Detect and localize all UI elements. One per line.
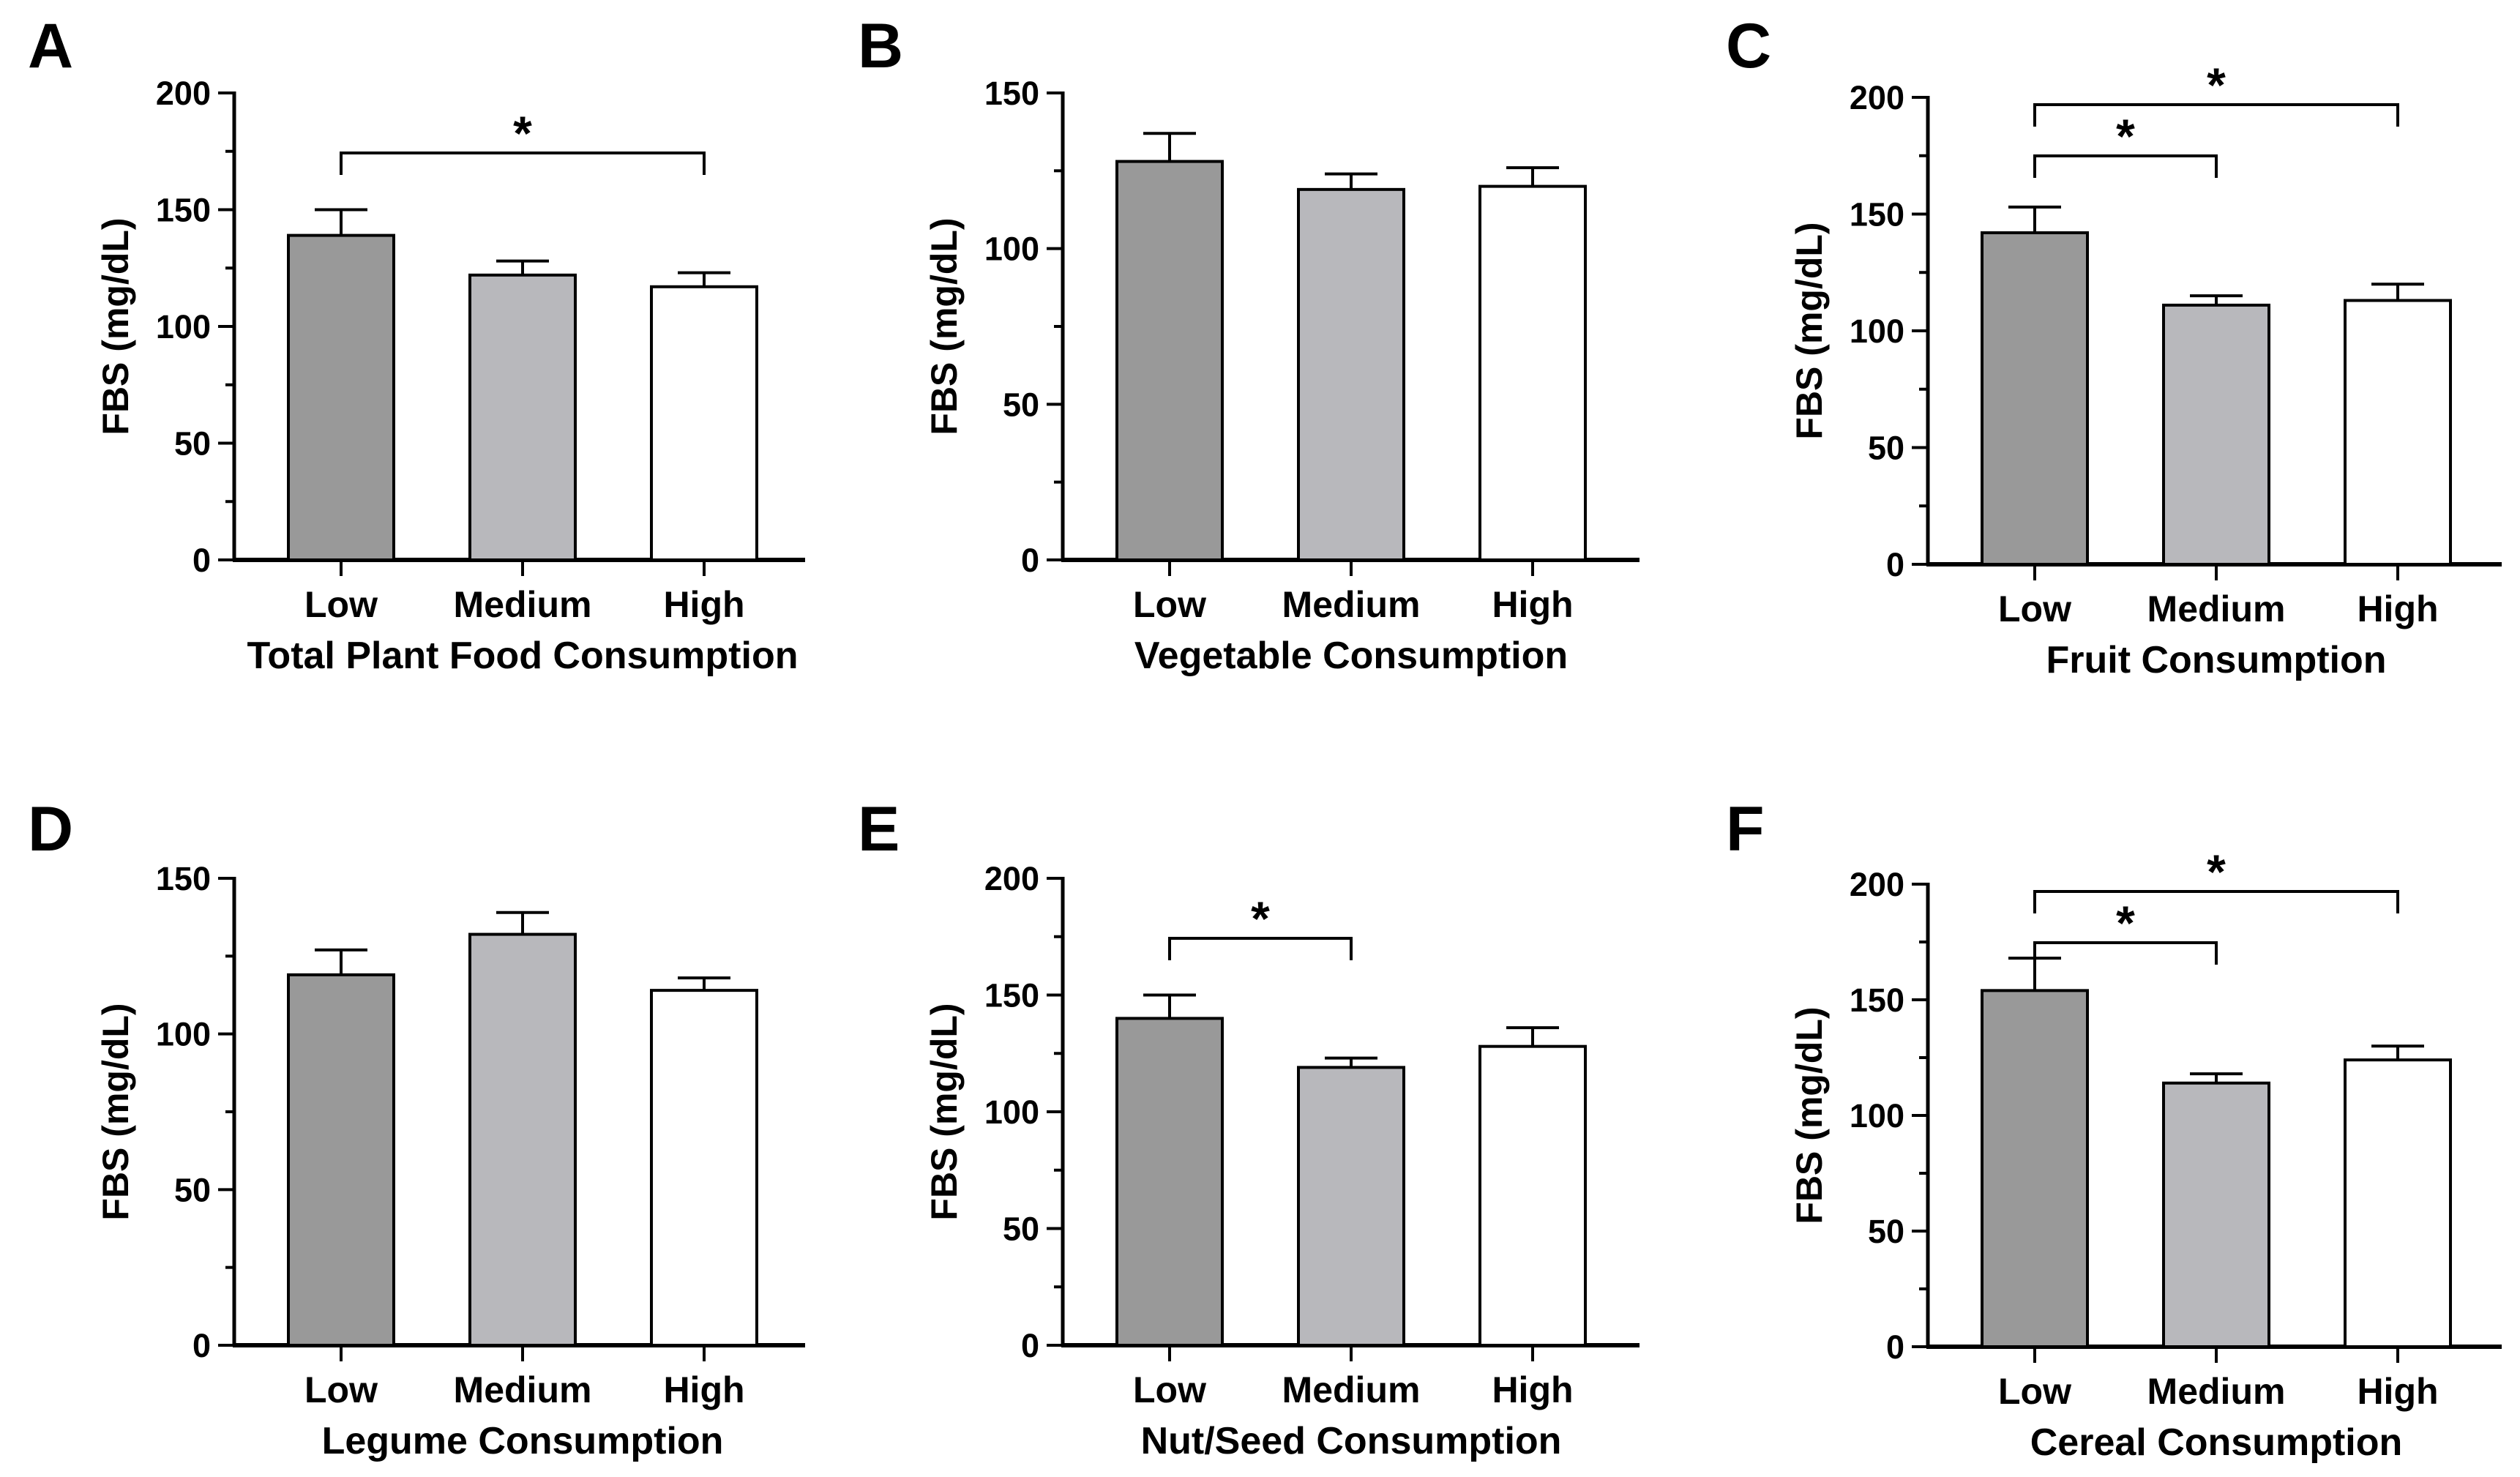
panel-letter: E	[858, 794, 900, 864]
significance-bracket	[340, 152, 706, 175]
significance-star: *	[2207, 845, 2226, 899]
bar-high	[1478, 184, 1587, 561]
y-axis-label: FBS (mg/dL)	[95, 217, 136, 435]
y-tick-label: 100	[156, 1016, 211, 1053]
x-tick-label: High	[2357, 588, 2438, 629]
significance-star: *	[2116, 109, 2135, 163]
significance-star: *	[1251, 891, 1270, 946]
x-tick-label: Medium	[454, 584, 592, 625]
y-tick-label: 200	[156, 75, 211, 112]
y-tick-label: 0	[1886, 1328, 1904, 1366]
y-tick-label: 100	[1850, 1097, 1904, 1134]
x-tick-label: Low	[1998, 588, 2071, 629]
y-tick-label: 150	[156, 192, 211, 229]
x-tick-label: Medium	[2147, 588, 2286, 629]
y-tick-label: 0	[1021, 542, 1039, 579]
significance-bracket	[2033, 890, 2399, 913]
bar-medium	[1297, 1066, 1405, 1347]
x-tick-label: Low	[1998, 1371, 2071, 1412]
bar-high	[2344, 299, 2452, 566]
significance-star: *	[2116, 896, 2135, 950]
significance-bracket	[2033, 154, 2218, 178]
x-axis-label: Fruit Consumption	[2046, 639, 2386, 681]
y-tick-label: 200	[1850, 79, 1904, 116]
x-tick-label: Medium	[1282, 1369, 1421, 1410]
x-tick-label: High	[2357, 1371, 2438, 1412]
significance-bracket	[2033, 103, 2399, 127]
bar-high	[650, 285, 758, 561]
panel-letter: A	[28, 11, 73, 81]
panel-letter: C	[1726, 11, 1771, 81]
y-tick-label: 150	[984, 977, 1039, 1014]
x-tick-label: Low	[304, 1369, 378, 1410]
bar-high	[650, 989, 758, 1347]
significance-star: *	[2207, 58, 2226, 112]
bar-low	[287, 973, 395, 1347]
x-tick-label: High	[1492, 1369, 1573, 1410]
bar-high	[2344, 1058, 2452, 1349]
x-tick-label: High	[663, 584, 744, 625]
bar-medium	[2162, 303, 2270, 566]
panel-letter: B	[858, 11, 903, 81]
y-tick-label: 0	[1886, 546, 1904, 583]
x-axis-label: Total Plant Food Consumption	[247, 635, 799, 677]
bar-medium	[468, 932, 577, 1347]
y-axis-label: FBS (mg/dL)	[924, 217, 965, 435]
x-tick-label: High	[1492, 584, 1573, 625]
y-axis-label: FBS (mg/dL)	[95, 1003, 136, 1220]
y-tick-label: 100	[156, 308, 211, 345]
bar-low	[1981, 231, 2089, 566]
x-tick-label: High	[663, 1369, 744, 1410]
bar-medium	[2162, 1081, 2270, 1348]
y-tick-label: 0	[1021, 1327, 1039, 1364]
x-tick-label: Low	[304, 584, 378, 625]
y-axis-label: FBS (mg/dL)	[1789, 1006, 1830, 1224]
y-tick-label: 50	[174, 425, 211, 463]
y-tick-label: 150	[156, 860, 211, 897]
y-tick-label: 100	[1850, 313, 1904, 350]
x-tick-label: Low	[1133, 584, 1206, 625]
x-tick-label: Medium	[2147, 1371, 2286, 1412]
y-tick-label: 150	[984, 75, 1039, 112]
bar-high	[1478, 1044, 1587, 1347]
x-axis-label: Vegetable Consumption	[1134, 635, 1568, 677]
y-tick-label: 200	[984, 860, 1039, 897]
y-tick-label: 100	[984, 1093, 1039, 1131]
x-tick-label: Medium	[1282, 584, 1421, 625]
panel-letter: D	[28, 794, 73, 864]
significance-star: *	[513, 106, 532, 160]
x-tick-label: Low	[1133, 1369, 1206, 1410]
x-axis-label: Cereal Consumption	[2030, 1421, 2403, 1464]
y-tick-label: 200	[1850, 866, 1904, 903]
bar-low	[1981, 989, 2089, 1348]
y-tick-label: 0	[192, 1327, 211, 1364]
bar-low	[1115, 1017, 1224, 1347]
y-axis-label: FBS (mg/dL)	[1789, 222, 1830, 439]
bar-low	[287, 233, 395, 561]
panel-letter: F	[1726, 794, 1765, 864]
y-tick-label: 100	[984, 231, 1039, 268]
y-tick-label: 50	[1868, 430, 1904, 467]
bar-medium	[468, 273, 577, 561]
bar-low	[1115, 160, 1224, 562]
x-axis-label: Legume Consumption	[322, 1420, 724, 1462]
y-tick-label: 50	[1003, 386, 1039, 423]
y-tick-label: 150	[1850, 196, 1904, 233]
y-tick-label: 50	[1868, 1213, 1904, 1250]
y-tick-label: 50	[174, 1171, 211, 1208]
y-tick-label: 150	[1850, 981, 1904, 1019]
x-tick-label: Medium	[454, 1369, 592, 1410]
y-tick-label: 50	[1003, 1211, 1039, 1248]
significance-bracket	[2033, 941, 2218, 965]
bar-medium	[1297, 187, 1405, 561]
y-tick-label: 0	[192, 542, 211, 579]
x-axis-label: Nut/Seed Consumption	[1141, 1420, 1562, 1462]
y-axis-label: FBS (mg/dL)	[924, 1003, 965, 1220]
significance-bracket	[1168, 937, 1353, 960]
